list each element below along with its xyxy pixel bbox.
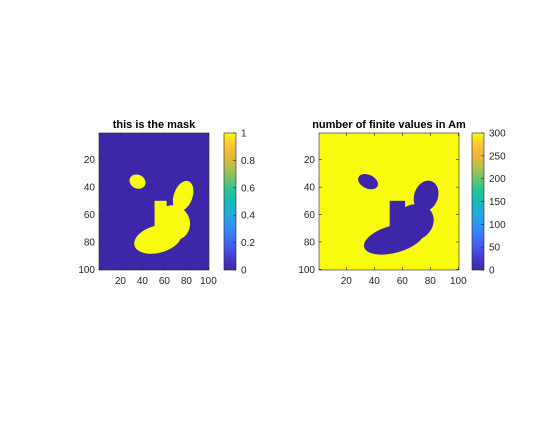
x-tick-label: 80 bbox=[425, 276, 437, 287]
x-tick-label: 60 bbox=[397, 276, 409, 287]
colorbar-tick-label: 0 bbox=[241, 266, 247, 277]
mask-region bbox=[129, 174, 194, 254]
colorbar-tick-label: 300 bbox=[489, 129, 506, 140]
colorbar-tick-label: 0.8 bbox=[241, 156, 255, 167]
chart-title: number of finite values in Am bbox=[312, 119, 466, 131]
colorbar-tick-label: 100 bbox=[489, 220, 506, 231]
colorbar-ticks: 0 0.2 0.4 0.6 0.8 1 bbox=[233, 129, 255, 277]
region-blob bbox=[413, 180, 439, 212]
region-blob bbox=[358, 174, 378, 190]
axes-box bbox=[98, 132, 210, 271]
region-blob bbox=[154, 200, 167, 231]
y-tick-label: 40 bbox=[304, 183, 316, 194]
colorbar-tick-label: 200 bbox=[489, 174, 506, 185]
y-tick-label: 60 bbox=[84, 210, 96, 221]
colorbar-tick-label: 0.2 bbox=[241, 238, 255, 249]
y-axis-ticks: 20 40 60 80 100 bbox=[298, 155, 459, 276]
colorbar-ticks: 0 50 100 150 200 250 300 bbox=[481, 129, 506, 277]
y-tick-label: 80 bbox=[84, 237, 96, 248]
region-blob bbox=[389, 200, 406, 231]
colorbar-tick-label: 250 bbox=[489, 151, 506, 162]
y-tick-label: 60 bbox=[304, 210, 316, 221]
region-blob bbox=[129, 174, 146, 189]
chart-title: this is the mask bbox=[113, 119, 196, 131]
x-tick-label: 100 bbox=[200, 276, 217, 287]
y-tick-label: 100 bbox=[298, 265, 315, 276]
x-tick-label: 60 bbox=[159, 276, 171, 287]
region-blob bbox=[172, 180, 194, 212]
colorbar-tick-label: 0.6 bbox=[241, 183, 255, 194]
x-tick-label: 80 bbox=[181, 276, 193, 287]
y-axis-ticks: 20 40 60 80 100 bbox=[78, 155, 209, 276]
colorbar-tick-label: 1 bbox=[241, 129, 247, 140]
y-tick-label: 40 bbox=[84, 183, 96, 194]
y-tick-label: 20 bbox=[304, 155, 316, 166]
colorbar-tick-label: 150 bbox=[489, 197, 506, 208]
x-tick-label: 40 bbox=[137, 276, 149, 287]
x-tick-label: 20 bbox=[341, 276, 353, 287]
colorbar bbox=[223, 132, 237, 271]
finite-count-heatmap-panel: number of finite values in Am 20 40 60 80 10… bbox=[298, 119, 506, 287]
zero-count-region bbox=[358, 174, 439, 255]
colorbar-tick-label: 0.4 bbox=[241, 211, 255, 222]
y-tick-label: 80 bbox=[304, 237, 316, 248]
mask-heatmap-panel: this is the mask 20 40 60 80 100 20406080100… bbox=[78, 119, 255, 287]
x-tick-label: 100 bbox=[450, 276, 467, 287]
x-axis-ticks: 20 40 60 80 100 bbox=[115, 133, 217, 287]
y-tick-label: 100 bbox=[78, 265, 95, 276]
x-tick-label: 40 bbox=[369, 276, 381, 287]
colorbar-tick-label: 50 bbox=[489, 243, 501, 254]
y-tick-label: 20 bbox=[84, 155, 96, 166]
colorbar-tick-label: 0 bbox=[489, 266, 495, 277]
axes-box bbox=[318, 132, 460, 271]
x-tick-label: 20 bbox=[115, 276, 127, 287]
